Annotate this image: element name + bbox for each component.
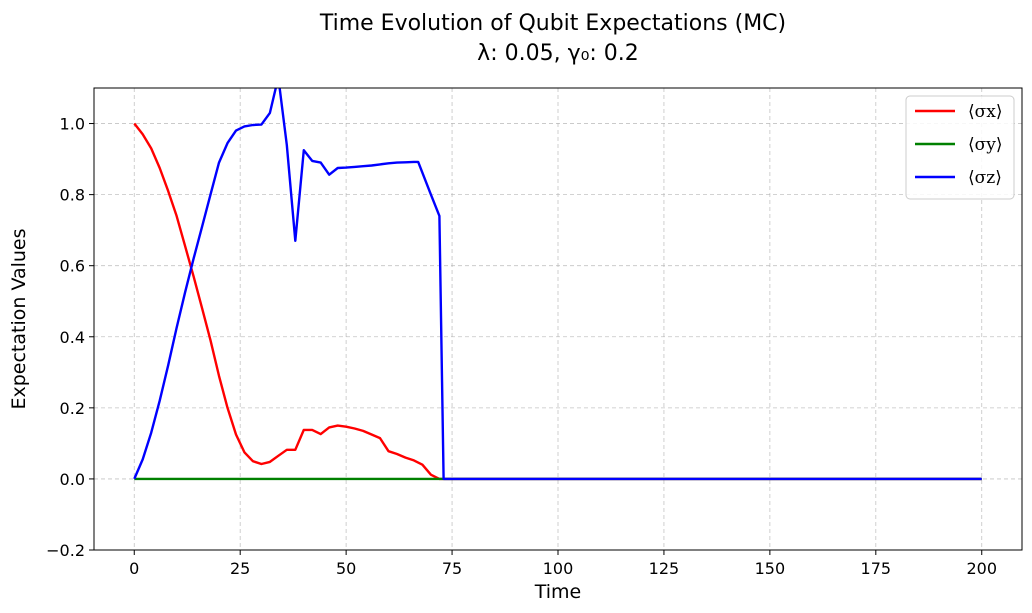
- series-layer: [133, 88, 982, 481]
- grid-lines: [94, 88, 1022, 551]
- x-tick-label: 200: [966, 559, 997, 578]
- series-line-1: [133, 122, 982, 481]
- legend-label: ⟨σz⟩: [968, 168, 1002, 188]
- x-tick-label: 75: [442, 559, 462, 578]
- y-tick-label: 0.0: [60, 470, 85, 489]
- y-tick-label: −0.2: [46, 541, 85, 560]
- y-tick-label: 0.2: [60, 399, 85, 418]
- y-tick-label: 1.0: [60, 115, 85, 134]
- legend-label: ⟨σx⟩: [968, 102, 1002, 122]
- x-axis-label: Time: [534, 581, 582, 603]
- x-tick-label: 0: [129, 559, 139, 578]
- legend-box: [905, 95, 1015, 200]
- y-tick-label: 0.4: [60, 328, 85, 347]
- x-tick-label: 100: [543, 559, 574, 578]
- x-axis: 0 25 50 75 100 125 150 175 200: [129, 550, 997, 578]
- y-axis: −0.2 0.0 0.2 0.4 0.6 0.8 1.0: [46, 115, 94, 560]
- legend-label: ⟨σy⟩: [968, 135, 1002, 155]
- chart-subtitle: λ: 0.05, γ₀: 0.2: [477, 41, 639, 66]
- y-tick-label: 0.8: [60, 186, 85, 205]
- y-axis-label: Expectation Values: [8, 228, 30, 409]
- x-tick-label: 125: [649, 559, 680, 578]
- x-tick-label: 150: [755, 559, 786, 578]
- legend: ⟨σx⟩ ⟨σy⟩ ⟨σz⟩: [905, 95, 1015, 200]
- x-tick-label: 25: [230, 559, 250, 578]
- y-tick-label: 0.6: [60, 257, 85, 276]
- chart-title: Time Evolution of Qubit Expectations (MC…: [319, 11, 786, 36]
- x-tick-label: 50: [336, 559, 356, 578]
- series-line-3: [133, 88, 982, 481]
- x-tick-label: 175: [861, 559, 892, 578]
